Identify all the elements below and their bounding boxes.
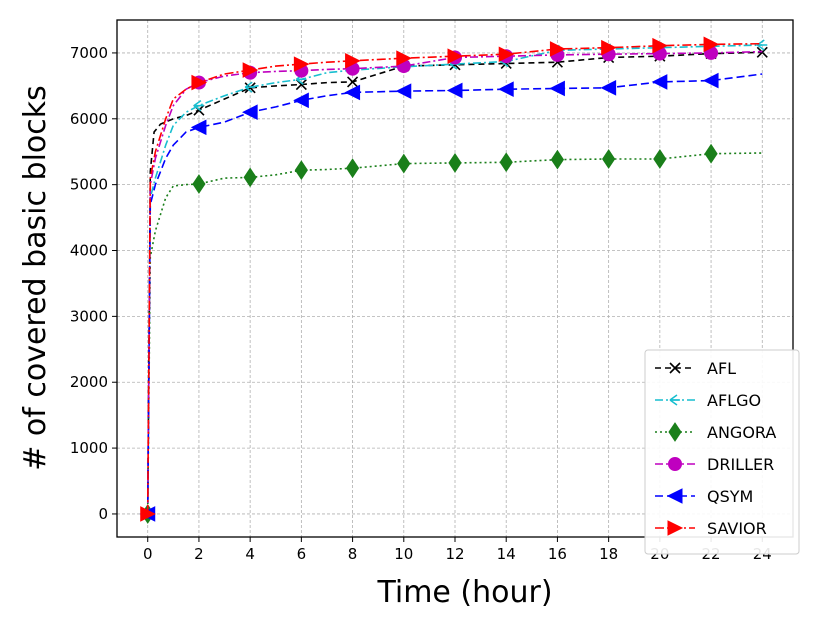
legend-marker-savior — [667, 520, 684, 536]
y-tick-label: 1000 — [70, 439, 108, 457]
data-point-qsym — [600, 80, 617, 96]
legend-label-aflgo: AFLGO — [707, 391, 761, 410]
legend-label-angora: ANGORA — [707, 423, 776, 442]
data-point-savior — [396, 50, 412, 67]
legend-marker-angora — [668, 422, 682, 442]
data-point-savior — [140, 506, 156, 522]
data-point-savior — [293, 56, 310, 72]
data-point-angora — [653, 149, 667, 169]
x-tick-label: 16 — [548, 545, 567, 563]
legend: AFL AFLGO ANGORA DRILLER QSYM SAVIOR — [644, 349, 800, 555]
y-tick-label: 5000 — [70, 176, 108, 194]
x-tick-label: 0 — [143, 545, 153, 563]
data-point-angora — [602, 149, 616, 169]
data-point-qsym — [702, 72, 719, 89]
data-point-qsym — [446, 82, 463, 99]
data-point-aflgo — [193, 100, 204, 112]
y-tick-label: 2000 — [70, 373, 108, 391]
legend-marker-driller — [668, 457, 682, 471]
series-qsym — [139, 72, 763, 522]
data-point-afl — [347, 76, 359, 88]
legend-label-driller: DRILLER — [707, 455, 774, 474]
data-point-savior — [447, 48, 464, 65]
legend-marker-qsym — [666, 488, 683, 504]
series-savior — [140, 36, 763, 522]
legend-label-savior: SAVIOR — [707, 519, 767, 538]
x-axis-title: Time (hour) — [376, 575, 552, 610]
data-point-angora — [345, 158, 360, 179]
data-point-angora — [704, 143, 718, 164]
legend-marker-afl — [669, 362, 681, 374]
series-lines — [139, 36, 768, 524]
x-tick-label: 18 — [599, 545, 618, 563]
x-tick-label: 12 — [445, 545, 464, 563]
data-point-angora — [499, 152, 513, 173]
data-point-qsym — [651, 74, 668, 90]
x-tick-label: 2 — [194, 545, 204, 563]
data-point-angora — [192, 174, 206, 194]
data-point-qsym — [190, 119, 207, 136]
y-tick-label: 6000 — [70, 110, 108, 128]
y-tick-label: 3000 — [70, 307, 108, 325]
data-point-savior — [498, 46, 515, 63]
x-tick-label: 8 — [348, 545, 358, 563]
y-tick-label: 0 — [98, 505, 108, 523]
data-point-savior — [703, 36, 720, 53]
data-point-savior — [652, 37, 668, 54]
data-point-angora — [397, 153, 411, 174]
data-point-angora — [550, 149, 565, 170]
x-tick-label: 4 — [245, 545, 255, 563]
data-point-savior — [601, 39, 617, 56]
data-point-angora — [448, 153, 462, 173]
legend-box — [644, 349, 800, 555]
legend-marker-aflgo — [669, 394, 680, 406]
y-tick-label: 7000 — [70, 44, 108, 62]
x-tick-label: 6 — [297, 545, 307, 563]
data-point-savior — [345, 53, 361, 69]
data-point-qsym — [498, 81, 514, 97]
data-point-angora — [243, 167, 257, 188]
data-point-qsym — [549, 80, 565, 97]
data-point-savior — [549, 41, 566, 57]
data-point-qsym — [344, 84, 361, 101]
data-point-savior — [191, 74, 208, 91]
legend-label-qsym: QSYM — [707, 487, 753, 506]
series-line-savior — [146, 42, 763, 514]
legend-label-afl: AFL — [707, 359, 736, 378]
data-point-savior — [242, 62, 259, 78]
data-point-qsym — [395, 83, 412, 99]
data-point-angora — [294, 160, 308, 181]
y-axis-title: # of covered basic blocks — [18, 85, 53, 471]
x-tick-label: 14 — [497, 545, 516, 563]
data-point-qsym — [242, 104, 258, 121]
y-tick-label: 4000 — [70, 242, 108, 260]
data-point-aflgo — [244, 81, 256, 93]
x-tick-label: 10 — [394, 545, 413, 563]
data-point-qsym — [293, 92, 309, 109]
